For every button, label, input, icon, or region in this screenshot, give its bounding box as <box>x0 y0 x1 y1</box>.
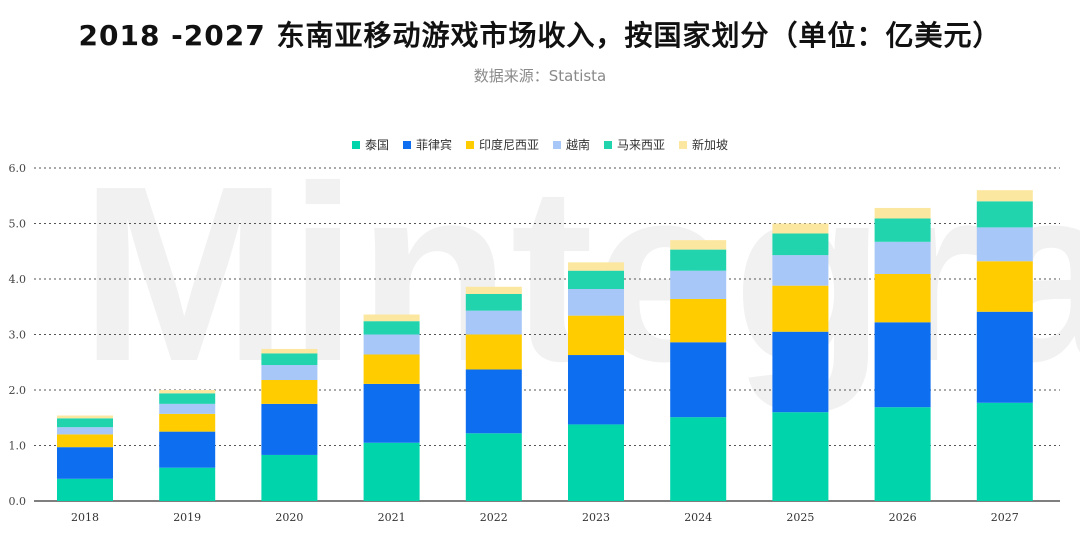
bar-segment[interactable] <box>976 201 1033 228</box>
y-tick-label: 0.0 <box>9 495 27 508</box>
bar-segment[interactable] <box>159 431 216 468</box>
legend-label: 印度尼西亚 <box>478 138 539 152</box>
legend-label: 泰国 <box>364 138 389 152</box>
y-tick-label: 1.0 <box>9 440 27 453</box>
x-tick-label: 2019 <box>173 511 201 524</box>
bar-segment[interactable] <box>465 369 522 434</box>
bar-segment[interactable] <box>363 383 420 443</box>
bar-segment[interactable] <box>568 288 624 316</box>
bar-segment[interactable] <box>57 415 113 419</box>
bar-segment[interactable] <box>159 393 216 404</box>
bar-segment[interactable] <box>874 407 931 501</box>
bar-segment[interactable] <box>159 413 216 432</box>
x-tick-label: 2024 <box>684 511 712 524</box>
legend-item[interactable]: 越南 <box>553 136 590 153</box>
bar-segment[interactable] <box>57 427 113 435</box>
bar-segment[interactable] <box>976 261 1033 312</box>
chart-source: 数据来源：Statista <box>473 67 607 85</box>
bar-segment[interactable] <box>363 354 420 384</box>
bar-segment[interactable] <box>465 293 522 311</box>
bar-segment[interactable] <box>670 240 727 250</box>
y-tick-label: 5.0 <box>9 218 27 231</box>
bar-segment[interactable] <box>772 285 829 332</box>
bar-segment[interactable] <box>261 403 318 455</box>
bar-segment[interactable] <box>976 402 1033 501</box>
legend-label: 菲律宾 <box>415 138 452 152</box>
bar-segment[interactable] <box>874 322 931 408</box>
bar-segment[interactable] <box>976 190 1033 202</box>
legend-item[interactable]: 新加坡 <box>679 136 728 153</box>
legend-item[interactable]: 菲律宾 <box>402 136 452 153</box>
bar-segment[interactable] <box>670 417 727 501</box>
x-tick-label: 2022 <box>480 511 508 524</box>
bar-segment[interactable] <box>670 249 727 271</box>
bar-segment[interactable] <box>874 218 931 242</box>
bar-segment[interactable] <box>261 353 318 366</box>
legend-swatch <box>465 140 474 149</box>
bar-segment[interactable] <box>159 467 216 501</box>
legend-swatch <box>351 140 360 149</box>
chart-title: 2018 -2027 东南亚移动游戏市场收入，按国家划分（单位：亿美元） <box>78 19 1002 52</box>
bar-segment[interactable] <box>772 223 829 234</box>
legend-label: 新加坡 <box>692 138 729 152</box>
y-tick-label: 3.0 <box>9 329 27 342</box>
bar-segment[interactable] <box>261 454 318 501</box>
x-tick-label: 2023 <box>582 511 610 524</box>
x-tick-label: 2027 <box>991 511 1019 524</box>
bar-segment[interactable] <box>568 270 624 289</box>
bar-segment[interactable] <box>465 433 522 501</box>
bar-segment[interactable] <box>159 390 216 394</box>
legend-swatch <box>402 140 411 149</box>
legend-item[interactable]: 马来西亚 <box>604 136 665 153</box>
y-tick-label: 4.0 <box>9 273 27 286</box>
bar-segment[interactable] <box>261 380 318 404</box>
bar-segment[interactable] <box>772 233 829 256</box>
y-tick-label: 6.0 <box>9 162 27 175</box>
bar-segment[interactable] <box>261 365 318 381</box>
x-tick-label: 2021 <box>378 511 406 524</box>
x-tick-label: 2026 <box>889 511 917 524</box>
y-tick-label: 2.0 <box>9 384 27 397</box>
bar-segment[interactable] <box>670 298 727 343</box>
x-tick-label: 2018 <box>71 511 99 524</box>
bar-segment[interactable] <box>976 227 1033 262</box>
bar-segment[interactable] <box>772 255 829 286</box>
chart-legend: 泰国 菲律宾 印度尼西亚 越南 马来西亚 新加坡 <box>0 136 1080 153</box>
bar-segment[interactable] <box>670 342 727 418</box>
bar-segment[interactable] <box>57 434 113 448</box>
bar-segment[interactable] <box>363 321 420 335</box>
x-tick-label: 2025 <box>786 511 814 524</box>
bar-segment[interactable] <box>568 262 624 271</box>
x-tick-label: 2020 <box>275 511 303 524</box>
legend-item[interactable]: 印度尼西亚 <box>465 136 539 153</box>
bar-segment[interactable] <box>568 424 624 501</box>
bar-segment[interactable] <box>670 270 727 299</box>
bar-segment[interactable] <box>363 334 420 355</box>
bar-segment[interactable] <box>874 241 931 275</box>
bar-segment[interactable] <box>261 348 318 354</box>
bar-segment[interactable] <box>772 331 829 413</box>
bar-segment[interactable] <box>159 403 216 414</box>
bar-segment[interactable] <box>465 334 522 370</box>
legend-label: 越南 <box>566 138 591 152</box>
bar-segment[interactable] <box>465 286 522 294</box>
bar-segment[interactable] <box>465 310 522 335</box>
bar-segment[interactable] <box>772 412 829 501</box>
bar-segment[interactable] <box>57 447 113 479</box>
bar-segment[interactable] <box>568 355 624 425</box>
bar-segment[interactable] <box>976 311 1033 403</box>
bar-segment[interactable] <box>363 442 420 501</box>
legend-item[interactable]: 泰国 <box>351 136 389 153</box>
bar-segment[interactable] <box>57 478 113 501</box>
bar-segment[interactable] <box>874 274 931 323</box>
bar-segment[interactable] <box>874 207 931 219</box>
bar-segment[interactable] <box>363 314 420 322</box>
legend-label: 马来西亚 <box>617 138 666 152</box>
bar-segment[interactable] <box>57 418 113 428</box>
legend-swatch <box>604 140 613 149</box>
bar-segment[interactable] <box>568 315 624 356</box>
legend-swatch <box>553 140 561 149</box>
legend-swatch <box>679 140 688 149</box>
